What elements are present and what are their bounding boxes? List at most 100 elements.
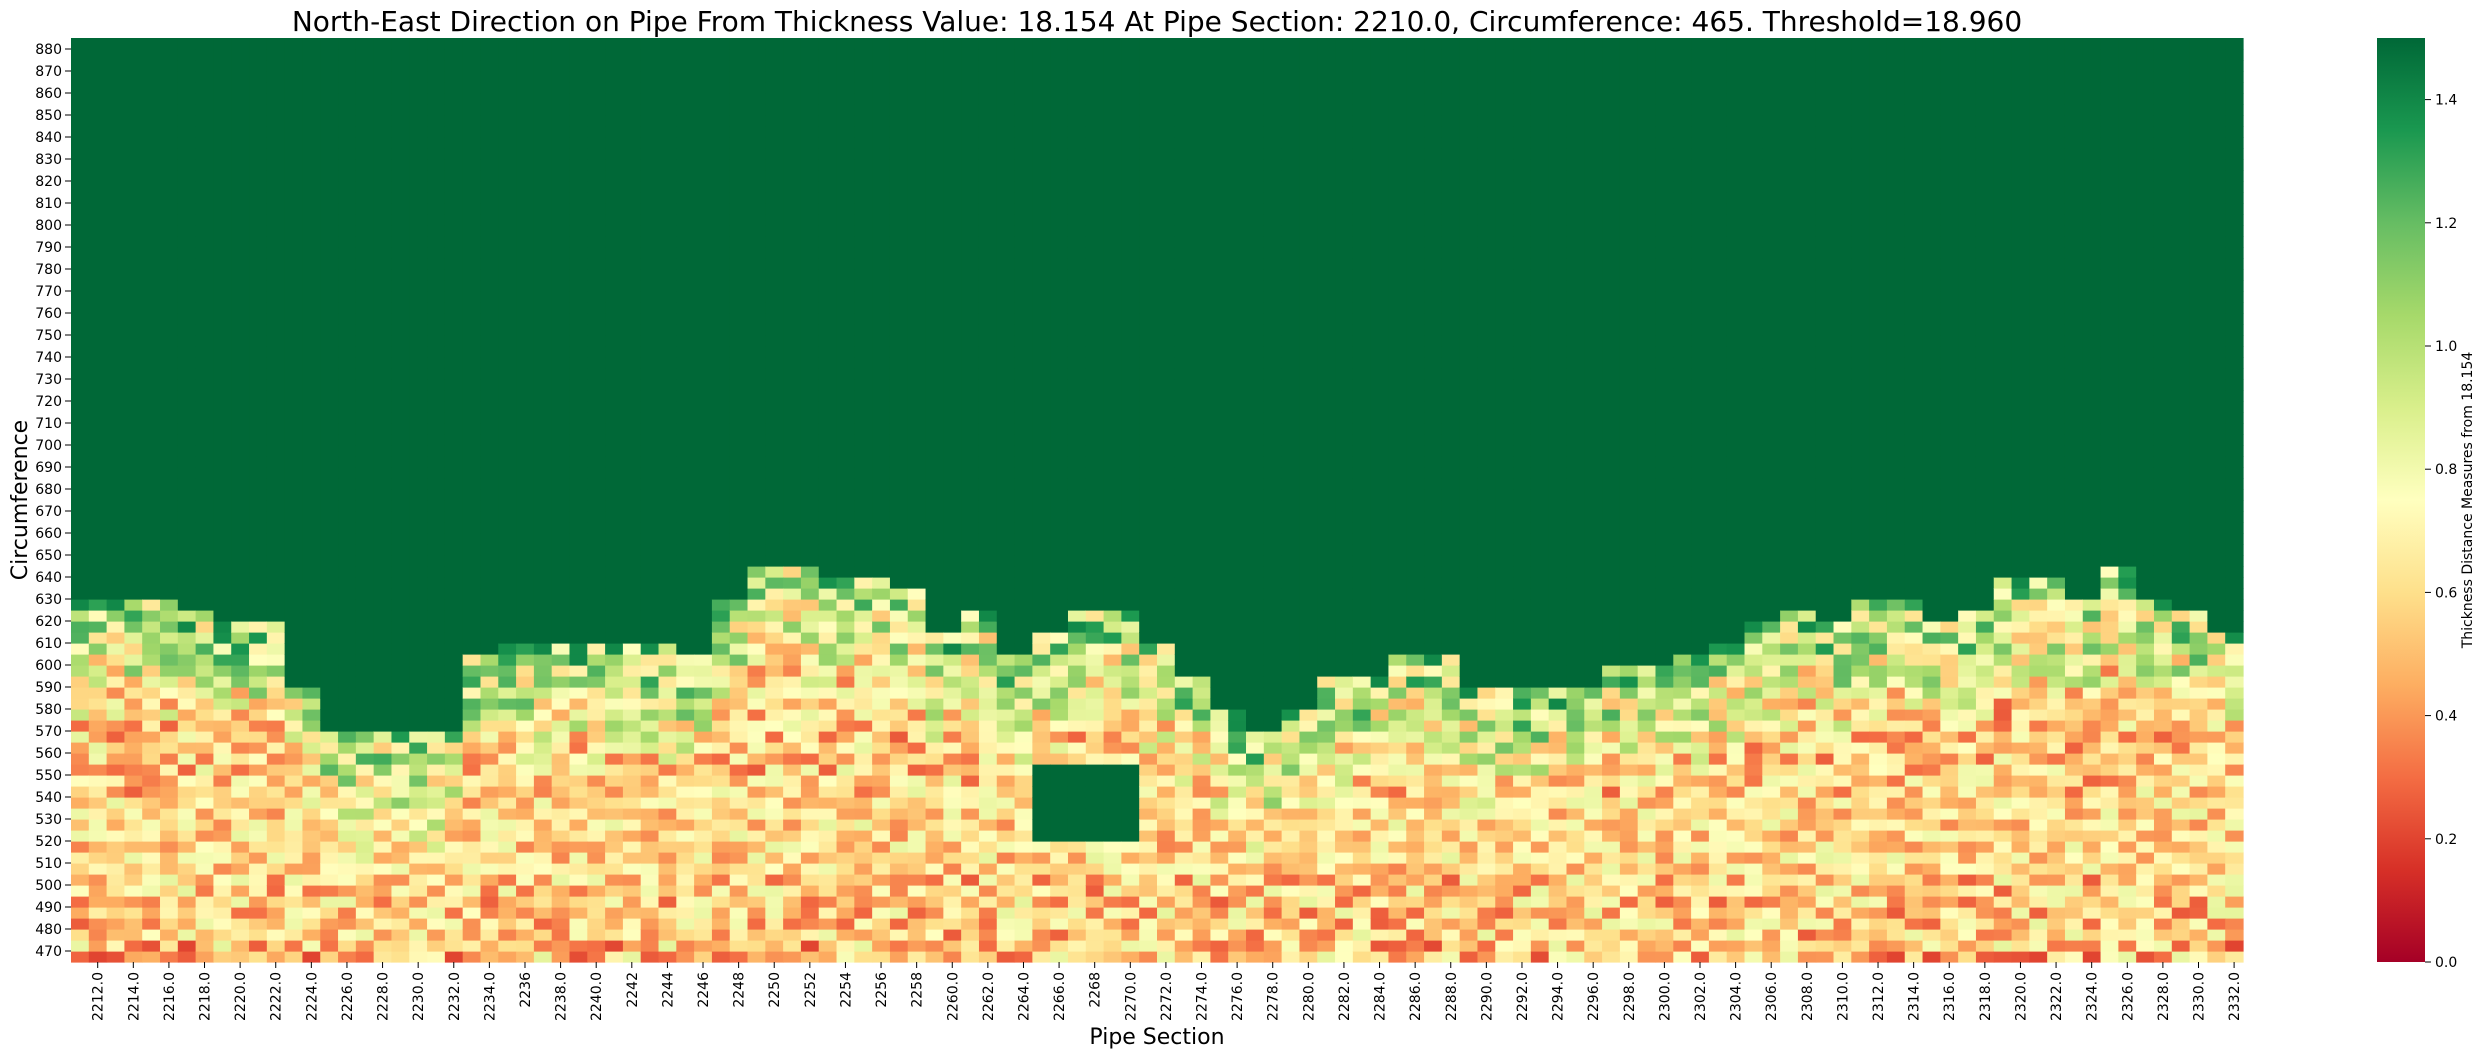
heatmap-cell: [800, 412, 820, 424]
heatmap-cell: [978, 907, 998, 919]
heatmap-cell: [480, 731, 499, 743]
heatmap-cell: [106, 533, 126, 545]
heatmap-cell: [88, 753, 108, 765]
heatmap-cell: [1121, 566, 1140, 578]
heatmap-cell: [925, 291, 944, 303]
heatmap-cell: [640, 599, 660, 611]
heatmap-cell: [231, 137, 250, 149]
heatmap-cell: [676, 643, 695, 655]
heatmap-cell: [249, 720, 268, 732]
heatmap-cell: [462, 500, 482, 512]
heatmap-cell: [765, 665, 784, 677]
heatmap-cell: [1067, 302, 1087, 314]
heatmap-cell: [658, 907, 677, 919]
heatmap-cell: [160, 797, 179, 809]
heatmap-cell: [533, 951, 553, 963]
heatmap-cell: [480, 335, 499, 347]
heatmap-cell: [1121, 511, 1140, 523]
heatmap-cell: [195, 258, 215, 270]
heatmap-cell: [284, 951, 304, 963]
heatmap-cell: [605, 203, 624, 215]
heatmap-cell: [1085, 368, 1105, 380]
heatmap-cell: [1085, 82, 1105, 94]
heatmap-cell: [142, 665, 161, 677]
heatmap-cell: [249, 60, 268, 72]
heatmap-cell: [1032, 896, 1051, 908]
heatmap-cell: [427, 225, 446, 237]
heatmap-cell: [569, 533, 588, 545]
heatmap-cell: [284, 698, 304, 710]
heatmap-cell: [587, 632, 606, 644]
heatmap-cell: [427, 236, 446, 248]
heatmap-cell: [943, 885, 962, 897]
heatmap-cell: [961, 654, 980, 666]
heatmap-cell: [889, 665, 909, 677]
heatmap-cell: [605, 698, 624, 710]
heatmap-cell: [854, 709, 873, 721]
heatmap-cell: [622, 830, 642, 842]
heatmap-cell: [907, 797, 927, 809]
heatmap-cell: [747, 456, 766, 468]
heatmap-cell: [338, 544, 357, 556]
heatmap-cell: [231, 500, 250, 512]
heatmap-cell: [338, 60, 357, 72]
heatmap-cell: [658, 478, 677, 490]
heatmap-cell: [142, 71, 161, 83]
heatmap-cell: [1014, 555, 1033, 567]
heatmap-cell: [373, 687, 393, 699]
heatmap-cell: [694, 830, 713, 842]
heatmap-cell: [907, 786, 927, 798]
heatmap-cell: [711, 71, 731, 83]
heatmap-cell: [213, 632, 232, 644]
heatmap-cell: [729, 896, 749, 908]
heatmap-cell: [284, 775, 304, 787]
heatmap-cell: [284, 786, 304, 798]
heatmap-cell: [1014, 104, 1033, 116]
heatmap-cell: [551, 753, 571, 765]
heatmap-cell: [71, 467, 90, 479]
heatmap-cell: [355, 863, 375, 875]
heatmap-cell: [1050, 951, 1069, 963]
heatmap-cell: [338, 687, 357, 699]
heatmap-cell: [854, 797, 873, 809]
heatmap-cell: [818, 104, 838, 116]
heatmap-cell: [231, 918, 250, 930]
heatmap-cell: [676, 896, 695, 908]
heatmap-cell: [302, 38, 321, 50]
heatmap-cell: [694, 929, 713, 941]
heatmap-cell: [925, 544, 944, 556]
heatmap-cell: [177, 830, 197, 842]
heatmap-cell: [462, 126, 482, 138]
heatmap-cell: [996, 225, 1016, 237]
heatmap-cell: [249, 412, 268, 424]
heatmap-cell: [907, 654, 927, 666]
heatmap-cell: [1050, 214, 1069, 226]
heatmap-cell: [516, 258, 535, 270]
heatmap-cell: [978, 467, 998, 479]
heatmap-cell: [106, 753, 126, 765]
heatmap-cell: [889, 852, 909, 864]
heatmap-cell: [961, 93, 980, 105]
heatmap-cell: [71, 412, 90, 424]
heatmap-cell: [676, 214, 695, 226]
heatmap-cell: [480, 753, 499, 765]
heatmap-cell: [231, 423, 250, 435]
heatmap-cell: [284, 379, 304, 391]
heatmap-cell: [1085, 390, 1105, 402]
heatmap-cell: [231, 247, 250, 259]
heatmap-cell: [231, 324, 250, 336]
heatmap-cell: [177, 115, 197, 127]
heatmap-cell: [427, 291, 446, 303]
heatmap-cell: [854, 247, 873, 259]
heatmap-cell: [747, 896, 766, 908]
heatmap-cell: [747, 786, 766, 798]
heatmap-cell: [142, 291, 161, 303]
heatmap-cell: [177, 335, 197, 347]
heatmap-cell: [907, 313, 927, 325]
heatmap-cell: [213, 786, 232, 798]
heatmap-cell: [694, 885, 713, 897]
heatmap-cell: [996, 390, 1016, 402]
heatmap-cell: [231, 808, 250, 820]
heatmap-cell: [427, 555, 446, 567]
heatmap-cell: [943, 654, 962, 666]
